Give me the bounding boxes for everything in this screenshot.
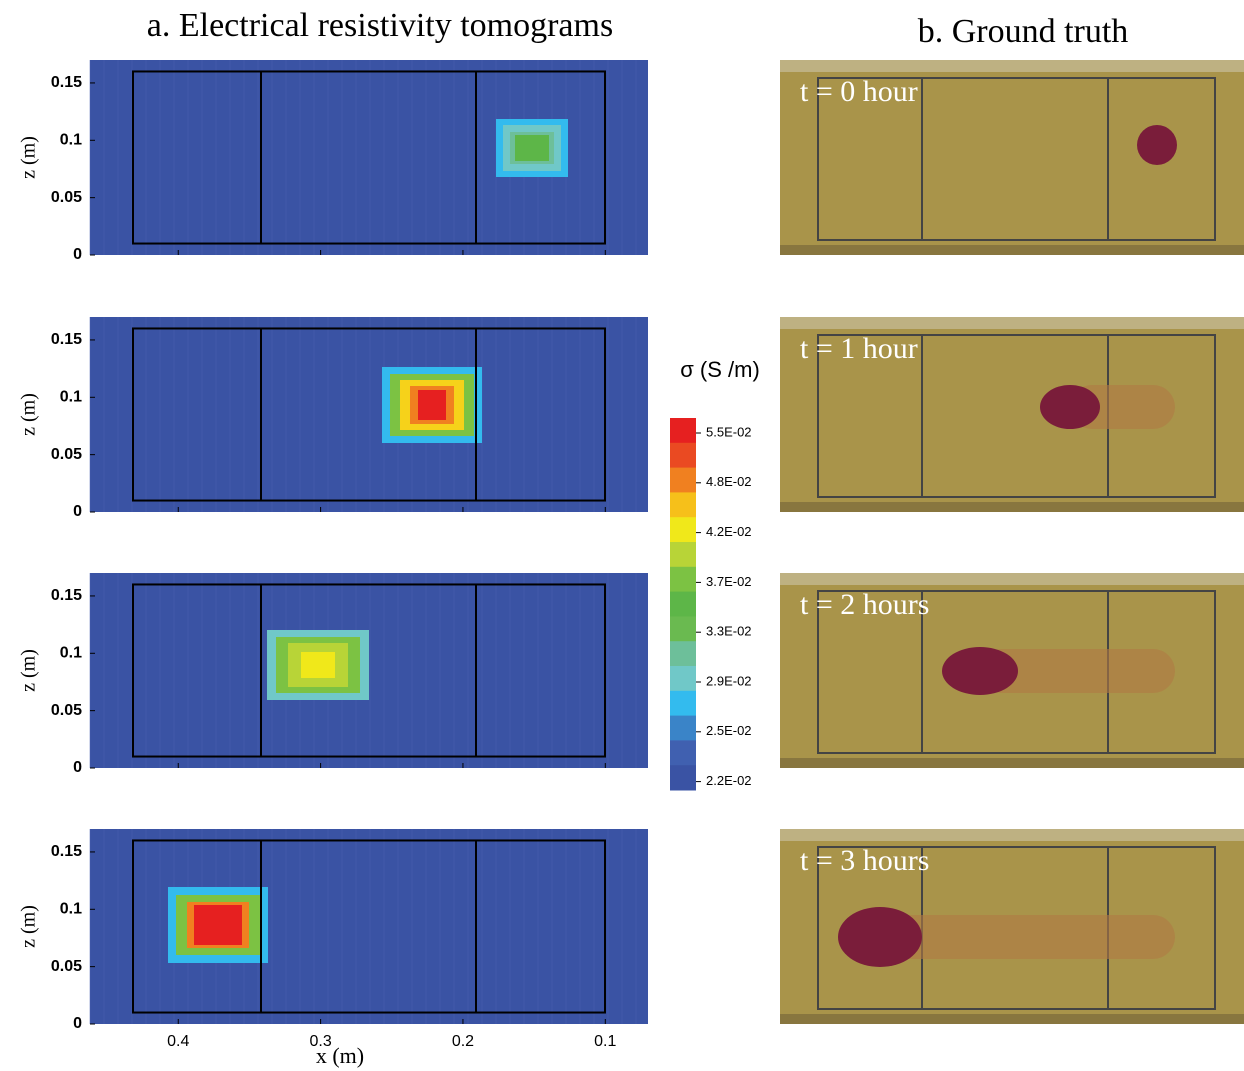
photo-edge (780, 573, 1244, 585)
dye (942, 647, 1018, 695)
z-tick-label: 0.15 (51, 587, 82, 604)
photo-grid (817, 77, 1216, 241)
z-tick-label: 0.1 (60, 389, 82, 406)
dye (1137, 125, 1177, 165)
photo-grid (817, 334, 1216, 498)
blob (301, 652, 335, 678)
colorbar-band (670, 765, 696, 791)
z-axis-label: z (m) (18, 905, 40, 948)
colorbar-tick-label: 2.2E-02 (706, 773, 752, 788)
photo-grid (817, 590, 1216, 754)
colorbar-band (670, 542, 696, 568)
colorbar-band (670, 492, 696, 518)
photo-edge (780, 502, 1244, 512)
tank-outline (132, 327, 606, 502)
colorbar-band (670, 616, 696, 642)
colorbar-band (670, 690, 696, 717)
plume (980, 649, 1175, 693)
photo-edge (780, 60, 1244, 72)
x-tick-label: 0.2 (452, 1033, 474, 1050)
z-tick-label: 0.15 (51, 74, 82, 91)
z-tick-label: 0.1 (60, 645, 82, 662)
photo-label: t = 2 hours (800, 588, 929, 621)
z-tick-label: 0.1 (60, 901, 82, 918)
z-axis-label: z (m) (18, 649, 40, 692)
colorbar-band (670, 566, 696, 593)
x-tick-label: 0.1 (594, 1033, 616, 1050)
colorbar-band (670, 418, 696, 444)
plot-bg (90, 317, 648, 512)
z-tick-label: 0.05 (51, 446, 82, 463)
x-tick-label: 0.3 (309, 1033, 331, 1050)
colorbar-tick-label: 2.9E-02 (706, 673, 752, 688)
z-tick-label: 0.1 (60, 132, 82, 149)
colorbar-band (670, 467, 696, 493)
colorbar-tick-label: 2.5E-02 (706, 723, 752, 738)
z-tick-label: 0.15 (51, 843, 82, 860)
z-tick-label: 0 (73, 246, 82, 263)
z-tick-label: 0.05 (51, 958, 82, 975)
colorbar-tick-label: 5.5E-02 (706, 424, 752, 439)
z-tick-label: 0.05 (51, 702, 82, 719)
x-axis-label: x (m) (316, 1043, 364, 1068)
photo-edge (780, 245, 1244, 255)
colorbar-tick-label: 4.2E-02 (706, 524, 752, 539)
z-tick-label: 0 (73, 503, 82, 520)
z-tick-label: 0 (73, 1015, 82, 1032)
z-tick-label: 0.15 (51, 331, 82, 348)
blob (418, 390, 446, 420)
photo-edge (780, 829, 1244, 841)
plume (880, 915, 1175, 959)
photo-label: t = 3 hours (800, 844, 929, 877)
z-axis-label: z (m) (18, 393, 40, 436)
colorbar-tick-label: 3.3E-02 (706, 624, 752, 639)
photo-edge (780, 317, 1244, 329)
z-axis-label: z (m) (18, 136, 40, 179)
photo-edge (780, 758, 1244, 768)
photo-label: t = 0 hour (800, 75, 918, 108)
colorbar-band (670, 591, 696, 617)
z-tick-label: 0 (73, 759, 82, 776)
panel-a-title: a. Electrical resistivity tomograms (147, 7, 613, 44)
plume (1070, 385, 1175, 429)
colorbar-band (670, 517, 696, 543)
dye (1040, 385, 1100, 429)
z-tick-label: 0.05 (51, 189, 82, 206)
blob (515, 135, 549, 161)
colorbar-tick-label: 4.8E-02 (706, 474, 752, 489)
photo-label: t = 1 hour (800, 332, 918, 365)
colorbar-label: σ (S /m) (680, 357, 760, 382)
panel-b-title: b. Ground truth (918, 13, 1129, 50)
colorbar-band (670, 641, 696, 667)
colorbar-band (670, 442, 696, 469)
tank-outline (132, 583, 606, 758)
photo-grid (817, 846, 1216, 1010)
colorbar-tick-label: 3.7E-02 (706, 574, 752, 589)
tank-outline (132, 70, 606, 245)
x-tick-label: 0.4 (167, 1033, 189, 1050)
colorbar-band (670, 740, 696, 766)
colorbar-band (670, 715, 696, 741)
colorbar-band (670, 666, 696, 692)
dye (838, 907, 922, 967)
blob (194, 905, 242, 945)
photo-edge (780, 1014, 1244, 1024)
tank-outline (132, 839, 606, 1014)
